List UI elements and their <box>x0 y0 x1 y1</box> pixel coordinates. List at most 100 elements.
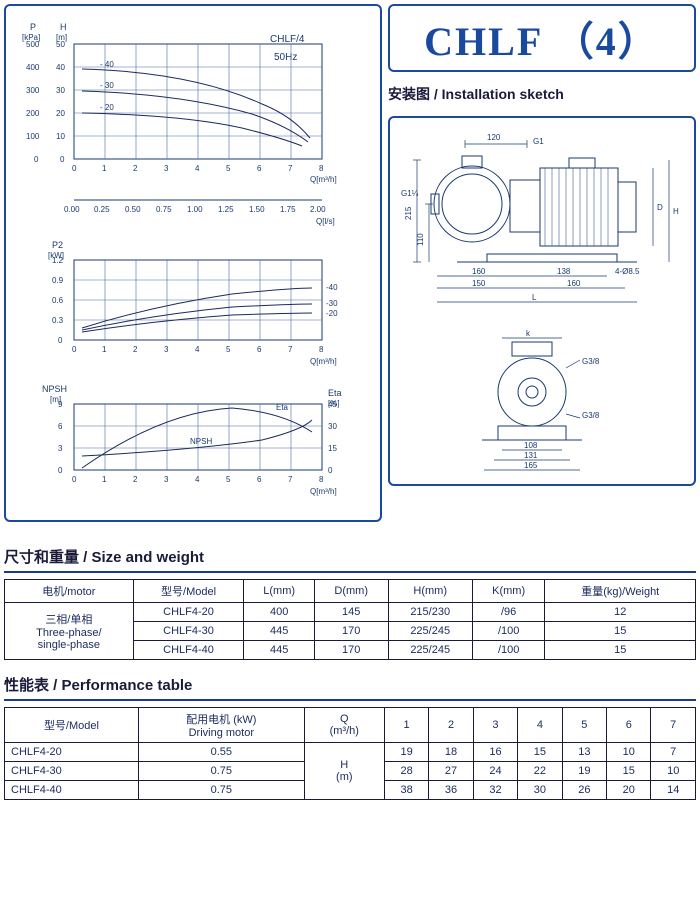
table-header: K(mm) <box>472 580 545 603</box>
svg-text:2: 2 <box>133 345 138 354</box>
svg-text:0: 0 <box>72 164 77 173</box>
svg-text:50: 50 <box>56 40 65 49</box>
svg-text:160: 160 <box>472 267 486 276</box>
svg-text:8: 8 <box>319 345 324 354</box>
svg-text:1.75: 1.75 <box>280 205 296 214</box>
svg-text:Eta: Eta <box>328 388 342 398</box>
svg-text:0: 0 <box>58 336 63 345</box>
svg-text:0: 0 <box>58 466 63 475</box>
table-header: 7 <box>651 708 696 743</box>
svg-text:1.50: 1.50 <box>249 205 265 214</box>
svg-text:7: 7 <box>288 475 293 484</box>
motor-cell: 三相/单相 Three-phase/ single-phase <box>5 603 134 660</box>
svg-text:0.9: 0.9 <box>52 276 64 285</box>
svg-text:Q[l/s]: Q[l/s] <box>316 217 335 226</box>
svg-text:1.25: 1.25 <box>218 205 234 214</box>
svg-text:108: 108 <box>524 441 538 450</box>
svg-text:1: 1 <box>102 164 107 173</box>
sketch-title: 安装图 / Installation sketch <box>388 84 696 104</box>
svg-text:2: 2 <box>133 164 138 173</box>
svg-text:4: 4 <box>195 164 200 173</box>
svg-text:40: 40 <box>56 63 65 72</box>
svg-text:0.25: 0.25 <box>94 205 110 214</box>
svg-text:7: 7 <box>288 345 293 354</box>
h-label-cell: H (m) <box>304 743 384 800</box>
svg-text:0: 0 <box>72 345 77 354</box>
svg-text:50Hz: 50Hz <box>274 52 297 63</box>
performance-table: 型号/Model配用电机 (kW) Driving motorQ (m³/h)1… <box>4 707 696 800</box>
title-text: CHLF （4） <box>424 9 660 67</box>
svg-text:D: D <box>657 203 663 212</box>
svg-text:CHLF/4: CHLF/4 <box>270 34 305 45</box>
svg-text:0: 0 <box>72 475 77 484</box>
svg-text:P2: P2 <box>52 240 63 250</box>
svg-text:10: 10 <box>56 132 65 141</box>
svg-text:-20: -20 <box>326 309 338 318</box>
installation-sketch: 120 G1 215 110 G1¼ 160 138 150 160 L 4-Ø… <box>388 116 696 486</box>
table-row: CHLF4-200.55H (m)1918161513107 <box>5 743 696 762</box>
table-header: L(mm) <box>244 580 315 603</box>
svg-text:6: 6 <box>257 475 262 484</box>
svg-text:Q[m³/h]: Q[m³/h] <box>310 175 337 184</box>
table-header: 6 <box>607 708 651 743</box>
table-header: 型号/Model <box>5 708 139 743</box>
svg-text:4-Ø8.5: 4-Ø8.5 <box>615 267 640 276</box>
svg-text:3: 3 <box>164 345 169 354</box>
svg-text:100: 100 <box>26 132 40 141</box>
svg-text:400: 400 <box>26 63 40 72</box>
svg-text:120: 120 <box>487 133 501 142</box>
svg-text:7: 7 <box>288 164 293 173</box>
size-table-title: 尺寸和重量 / Size and weight <box>4 546 696 573</box>
svg-text:138: 138 <box>557 267 571 276</box>
svg-text:8: 8 <box>319 475 324 484</box>
svg-text:30: 30 <box>56 86 65 95</box>
svg-text:5: 5 <box>226 164 231 173</box>
table-header: 3 <box>473 708 517 743</box>
svg-text:4: 4 <box>195 345 200 354</box>
svg-text:G1: G1 <box>533 137 544 146</box>
svg-text:0: 0 <box>328 466 333 475</box>
svg-text:G3/8: G3/8 <box>582 357 600 366</box>
table-header: 1 <box>384 708 428 743</box>
svg-text:5: 5 <box>226 345 231 354</box>
svg-text:k: k <box>526 329 531 338</box>
table-header: 4 <box>518 708 562 743</box>
svg-text:300: 300 <box>26 86 40 95</box>
svg-text:H: H <box>60 22 67 32</box>
table-row: 三相/单相 Three-phase/ single-phaseCHLF4-204… <box>5 603 696 622</box>
table-header: H(mm) <box>388 580 472 603</box>
svg-text:6: 6 <box>257 345 262 354</box>
svg-text:- 20: - 20 <box>100 103 114 112</box>
svg-text:2: 2 <box>133 475 138 484</box>
svg-text:0.75: 0.75 <box>156 205 172 214</box>
size-weight-table: 电机/motor型号/ModelL(mm)D(mm)H(mm)K(mm)重量(k… <box>4 579 696 660</box>
perf-table-title: 性能表 / Performance table <box>4 674 696 701</box>
svg-text:- 30: - 30 <box>100 81 114 90</box>
svg-text:0.6: 0.6 <box>52 296 64 305</box>
svg-text:-30: -30 <box>326 299 338 308</box>
svg-text:30: 30 <box>328 422 337 431</box>
svg-text:110: 110 <box>416 233 425 246</box>
svg-text:20: 20 <box>56 109 65 118</box>
svg-text:200: 200 <box>26 109 40 118</box>
product-title: CHLF （4） <box>388 4 696 72</box>
svg-text:Q[m³/h]: Q[m³/h] <box>310 357 337 366</box>
svg-text:45: 45 <box>328 400 337 409</box>
svg-text:5: 5 <box>226 475 231 484</box>
svg-text:3: 3 <box>164 164 169 173</box>
table-header: 重量(kg)/Weight <box>545 580 696 603</box>
svg-text:1.00: 1.00 <box>187 205 203 214</box>
table-header: D(mm) <box>314 580 388 603</box>
svg-text:L: L <box>532 293 537 302</box>
svg-text:- 40: - 40 <box>100 60 114 69</box>
svg-text:1: 1 <box>102 345 107 354</box>
svg-text:NPSH: NPSH <box>42 384 67 394</box>
svg-text:0.00: 0.00 <box>64 205 80 214</box>
table-header: 5 <box>562 708 606 743</box>
svg-text:131: 131 <box>524 451 538 460</box>
svg-text:160: 160 <box>567 279 581 288</box>
svg-text:3: 3 <box>164 475 169 484</box>
svg-text:Eta: Eta <box>276 403 289 412</box>
svg-text:15: 15 <box>328 444 337 453</box>
svg-text:150: 150 <box>472 279 486 288</box>
